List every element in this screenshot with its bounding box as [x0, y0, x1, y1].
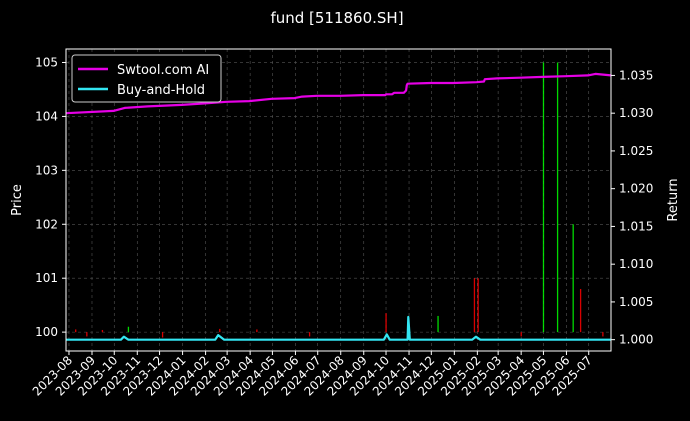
y-right-tick-label: 1.010 — [619, 257, 653, 271]
volume-bar — [520, 332, 522, 337]
y-right-tick-label: 1.030 — [619, 106, 653, 120]
y-axis-right-label: Return — [666, 178, 681, 221]
legend-label-buy-hold: Buy-and-Hold — [117, 83, 205, 98]
y-left-tick-label: 103 — [35, 163, 58, 177]
volume-bar — [219, 328, 221, 333]
volume-bar — [256, 329, 258, 333]
y-left-tick-label: 104 — [35, 109, 58, 123]
y-right-tick-label: 1.035 — [619, 68, 653, 82]
series-line — [65, 72, 612, 115]
series-line — [66, 315, 611, 341]
volume-bars — [75, 62, 604, 338]
series-lines — [65, 72, 612, 341]
volume-bar — [161, 332, 164, 338]
volume-bar — [308, 332, 311, 337]
volume-bar — [477, 278, 479, 333]
legend-box — [71, 54, 222, 103]
volume-bar — [385, 313, 387, 333]
y-axis-right: 1.000 1.005 1.010 1.015 1.020 1.025 1.030 1.035 — [611, 68, 653, 347]
y-left-tick-label: 102 — [35, 217, 58, 231]
y-right-tick-label: 1.015 — [619, 219, 653, 233]
y-right-tick-label: 1.005 — [619, 295, 653, 309]
y-axis-left: 100 101 102 103 104 105 — [35, 55, 66, 339]
volume-bar — [542, 62, 545, 333]
plot-frame — [65, 48, 612, 352]
y-axis-left-label: Price — [10, 184, 25, 216]
volume-bar — [579, 288, 582, 333]
x-axis: 2023-082023-092023-102023-112023-122024-… — [30, 351, 595, 399]
volume-bar — [572, 224, 574, 333]
volume-bar — [75, 329, 77, 333]
legend: Swtool.com AI Buy-and-Hold — [71, 54, 222, 103]
y-left-tick-label: 100 — [35, 325, 58, 339]
grid — [66, 49, 611, 351]
legend-label-ai: Swtool.com AI — [117, 63, 209, 78]
volume-bar — [437, 315, 439, 333]
volume-bar — [127, 326, 130, 333]
y-right-tick-label: 1.025 — [619, 144, 653, 158]
volume-bar — [556, 62, 559, 333]
y-left-tick-label: 105 — [35, 55, 58, 69]
volume-bar — [602, 332, 604, 337]
volume-bar — [101, 329, 104, 333]
volume-bar — [86, 332, 88, 337]
y-left-tick-label: 101 — [35, 271, 58, 285]
y-right-tick-label: 1.000 — [619, 333, 653, 347]
chart-title: fund [511860.SH] — [270, 9, 403, 27]
volume-bar — [473, 278, 476, 333]
y-right-tick-label: 1.020 — [619, 182, 653, 196]
